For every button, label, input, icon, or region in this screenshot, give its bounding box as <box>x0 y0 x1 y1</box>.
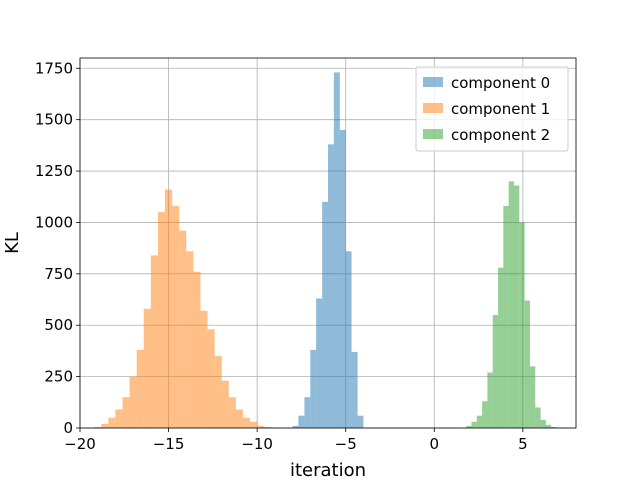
histogram-bar <box>221 380 229 428</box>
x-tick-label: −15 <box>153 435 185 453</box>
histogram-bar <box>492 314 499 428</box>
y-tick-label: 1000 <box>35 213 73 231</box>
histogram-bar <box>503 206 509 428</box>
legend: component 0 component 1 component 2 <box>415 66 569 152</box>
y-axis-label: KL <box>2 232 23 254</box>
histogram-bar <box>242 417 251 428</box>
x-tick-label: −5 <box>335 435 357 453</box>
x-tick-label: −20 <box>64 435 96 453</box>
series-0-bars <box>292 72 364 429</box>
histogram-bar <box>466 425 472 428</box>
x-tick-label: 0 <box>430 435 440 453</box>
histogram-bar <box>524 300 530 428</box>
y-axis-ticks: 0 250 500 750 1000 1250 1500 1750 <box>35 59 80 437</box>
histogram-bar <box>316 298 323 428</box>
y-tick-label: 1250 <box>35 162 73 180</box>
histogram-bar <box>333 72 340 428</box>
histogram-bar <box>487 372 493 428</box>
histogram-bar <box>122 397 130 428</box>
histogram-bar <box>310 349 317 428</box>
histogram-bar <box>94 426 102 428</box>
histogram-bar <box>101 423 109 428</box>
histogram-bars <box>94 72 557 429</box>
histogram-bar <box>304 397 311 428</box>
histogram-bar <box>207 329 215 428</box>
histogram-bar <box>551 426 557 428</box>
histogram-bar <box>200 310 208 428</box>
x-tick-label: −10 <box>241 435 273 453</box>
histogram-bar <box>186 251 194 428</box>
histogram-bar <box>257 425 265 428</box>
histogram-bar <box>471 421 477 428</box>
legend-label: component 0 <box>451 74 550 92</box>
y-tick-label: 1750 <box>35 59 73 77</box>
histogram-bar <box>250 421 258 428</box>
histogram-bar <box>179 230 187 428</box>
plot-frame <box>79 57 577 429</box>
legend-swatch <box>423 77 443 87</box>
legend-swatch <box>423 103 443 113</box>
series-1-bars <box>94 189 272 428</box>
histogram-bar <box>357 415 364 428</box>
y-tick-label: 500 <box>44 316 73 334</box>
histogram-bar <box>172 206 180 428</box>
histogram-bar <box>264 426 272 428</box>
x-tick-label: 5 <box>518 435 528 453</box>
histogram-bar <box>228 397 236 428</box>
histogram-bar <box>476 415 483 428</box>
series-2-bars <box>466 181 557 428</box>
legend-swatch <box>423 129 443 139</box>
histogram-bar <box>298 415 305 428</box>
histogram-bar <box>129 376 137 428</box>
histogram-bar <box>150 255 158 428</box>
histogram-bar <box>322 201 328 428</box>
histogram-bar <box>235 409 243 428</box>
x-axis-ticks: −20 −15 −10 −5 0 5 <box>64 428 528 453</box>
histogram-bar <box>345 251 352 428</box>
y-tick-label: 0 <box>63 419 73 437</box>
y-tick-label: 250 <box>44 368 73 386</box>
histogram-bar <box>292 425 299 428</box>
y-tick-label: 750 <box>44 265 73 283</box>
histogram-bar <box>498 267 504 428</box>
histogram-bar <box>115 409 123 428</box>
histogram-bar <box>165 189 173 428</box>
histogram-bar <box>540 419 546 428</box>
legend-label: component 1 <box>451 100 550 118</box>
histogram-bar <box>482 401 488 428</box>
histogram-bar <box>351 351 358 428</box>
histogram-bar <box>143 308 151 428</box>
histogram-bar <box>545 424 552 428</box>
histogram-bar <box>136 349 144 428</box>
histogram-bar <box>514 185 520 428</box>
legend-box <box>415 66 569 152</box>
y-tick-label: 1500 <box>35 111 73 129</box>
legend-label: component 2 <box>451 126 550 144</box>
histogram-bar <box>328 144 334 429</box>
histogram-bar <box>108 417 116 428</box>
x-axis-label: iteration <box>290 460 366 480</box>
histogram-bar <box>214 356 222 428</box>
histogram-bar <box>157 212 166 428</box>
histogram-bar <box>339 129 346 428</box>
histogram-bar <box>535 407 541 428</box>
histogram-bar <box>529 366 536 428</box>
histogram-bar <box>519 222 525 428</box>
histogram-bar <box>193 271 201 428</box>
histogram-bar <box>508 181 514 428</box>
